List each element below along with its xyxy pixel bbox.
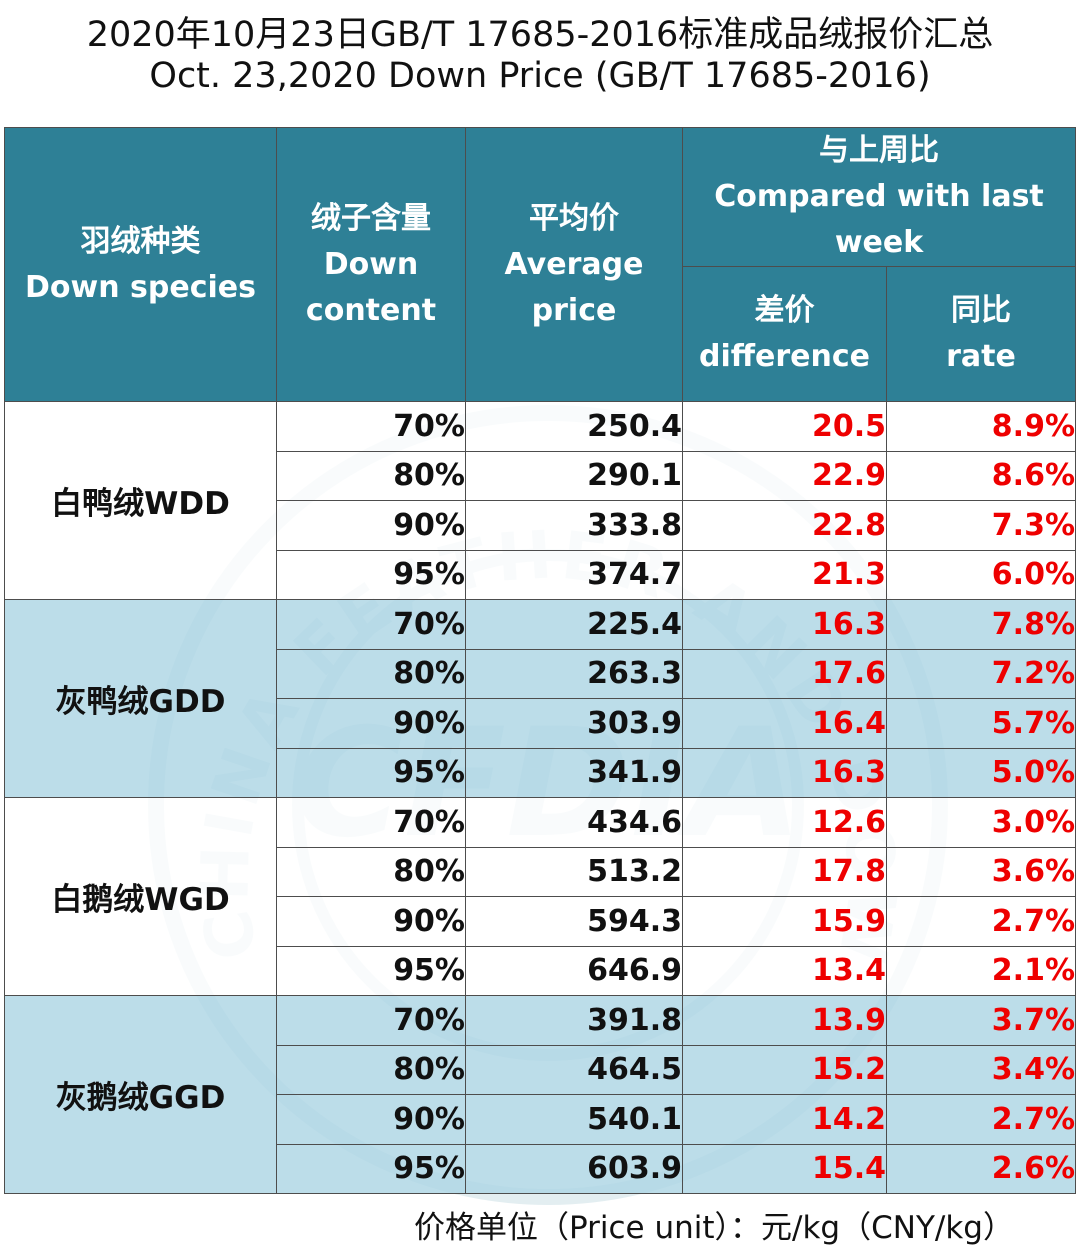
table-row: 95% 341.9 16.3 5.0% <box>5 747 1076 798</box>
rate-cell: 3.7% <box>886 995 1076 1046</box>
average-price-cell: 513.2 <box>465 846 683 897</box>
rate-cell: 6.0% <box>886 549 1076 600</box>
species-cell: 白鸭绒WDD <box>4 401 277 600</box>
table-row: 白鹅绒WGD 70% 434.6 12.6 3.0% <box>4 797 1076 996</box>
rate-cell: 2.7% <box>886 1094 1076 1145</box>
header-difference: 差价 difference <box>682 266 887 402</box>
difference-cell: 17.8 <box>682 846 887 897</box>
table-row: 80% 263.3 17.6 7.2% <box>5 648 1076 699</box>
average-price-cell: 374.7 <box>465 549 683 600</box>
header-species: 羽绒种类 Down species <box>4 127 277 402</box>
difference-cell: 14.2 <box>682 1094 887 1145</box>
price-unit-note: 价格单位（Price unit）：元/kg（CNY/kg） <box>414 1210 1014 1246</box>
rate-cell: 3.0% <box>886 797 1076 848</box>
content-cell: 95% <box>276 549 466 600</box>
difference-cell: 12.6 <box>682 797 887 848</box>
rate-cell: 8.9% <box>886 401 1076 452</box>
down-price-table: 羽绒种类 Down species 绒子含量 Down content 平均价 … <box>4 127 1076 1194</box>
average-price-cell: 225.4 <box>465 599 683 650</box>
table-row: 80% 513.2 17.8 3.6% <box>5 846 1076 897</box>
difference-cell: 22.9 <box>682 450 887 501</box>
table-header: 羽绒种类 Down species 绒子含量 Down content 平均价 … <box>4 127 1076 402</box>
table-row: 95% 374.7 21.3 6.0% <box>5 549 1076 600</box>
content-cell: 70% <box>276 401 466 452</box>
average-price-cell: 594.3 <box>465 896 683 947</box>
difference-cell: 13.9 <box>682 995 887 1046</box>
difference-cell: 15.4 <box>682 1143 887 1194</box>
difference-cell: 17.6 <box>682 648 887 699</box>
rate-cell: 8.6% <box>886 450 1076 501</box>
content-cell: 70% <box>276 599 466 650</box>
difference-cell: 21.3 <box>682 549 887 600</box>
header-average-price: 平均价 Average price <box>465 127 683 402</box>
difference-cell: 16.4 <box>682 698 887 749</box>
table-row: 95% 603.9 15.4 2.6% <box>5 1143 1076 1194</box>
species-cell: 灰鹅绒GGD <box>4 995 277 1194</box>
difference-cell: 16.3 <box>682 747 887 798</box>
table-row: 80% 464.5 15.2 3.4% <box>5 1044 1076 1095</box>
content-cell: 70% <box>276 797 466 848</box>
table-row: 95% 646.9 13.4 2.1% <box>5 945 1076 996</box>
difference-cell: 22.8 <box>682 500 887 551</box>
content-cell: 80% <box>276 648 466 699</box>
table-row: 白鸭绒WDD 70% 250.4 20.5 8.9% <box>4 401 1076 600</box>
content-cell: 70% <box>276 995 466 1046</box>
content-cell: 90% <box>276 500 466 551</box>
rate-cell: 7.3% <box>886 500 1076 551</box>
header-rate: 同比 rate <box>886 266 1076 402</box>
average-price-cell: 303.9 <box>465 698 683 749</box>
average-price-cell: 341.9 <box>465 747 683 798</box>
table-body: 白鸭绒WDD 70% 250.4 20.5 8.9% 80% 290.1 22.9 8.6% 90… <box>4 401 1076 1194</box>
title-chinese: 2020年10月23日GB/T 17685-2016标准成品绒报价汇总 <box>86 15 994 55</box>
rate-cell: 2.1% <box>886 945 1076 996</box>
content-cell: 80% <box>276 450 466 501</box>
average-price-cell: 250.4 <box>465 401 683 452</box>
average-price-cell: 646.9 <box>465 945 683 996</box>
content-cell: 80% <box>276 1044 466 1095</box>
rate-cell: 7.8% <box>886 599 1076 650</box>
table-row: 灰鹅绒GGD 70% 391.8 13.9 3.7% <box>4 995 1076 1194</box>
difference-cell: 15.9 <box>682 896 887 947</box>
average-price-cell: 603.9 <box>465 1143 683 1194</box>
difference-cell: 15.2 <box>682 1044 887 1095</box>
rate-cell: 7.2% <box>886 648 1076 699</box>
average-price-cell: 464.5 <box>465 1044 683 1095</box>
average-price-cell: 434.6 <box>465 797 683 848</box>
species-cell: 灰鸭绒GDD <box>4 599 277 798</box>
header-down-content: 绒子含量 Down content <box>276 127 466 402</box>
table-row: 90% 540.1 14.2 2.7% <box>5 1094 1076 1145</box>
average-price-cell: 263.3 <box>465 648 683 699</box>
content-cell: 95% <box>276 1143 466 1194</box>
header-compared-last-week: 与上周比 Compared with last week <box>682 127 1076 267</box>
content-cell: 90% <box>276 896 466 947</box>
content-cell: 95% <box>276 747 466 798</box>
table-row: 90% 594.3 15.9 2.7% <box>5 896 1076 947</box>
table-row: 灰鸭绒GDD 70% 225.4 16.3 7.8% <box>4 599 1076 798</box>
rate-cell: 3.4% <box>886 1044 1076 1095</box>
rate-cell: 5.7% <box>886 698 1076 749</box>
rate-cell: 2.7% <box>886 896 1076 947</box>
difference-cell: 16.3 <box>682 599 887 650</box>
difference-cell: 13.4 <box>682 945 887 996</box>
average-price-cell: 290.1 <box>465 450 683 501</box>
average-price-cell: 391.8 <box>465 995 683 1046</box>
title-english: Oct. 23,2020 Down Price (GB/T 17685-2016… <box>149 56 931 96</box>
rate-cell: 2.6% <box>886 1143 1076 1194</box>
rate-cell: 5.0% <box>886 747 1076 798</box>
content-cell: 90% <box>276 1094 466 1145</box>
difference-cell: 20.5 <box>682 401 887 452</box>
species-cell: 白鹅绒WGD <box>4 797 277 996</box>
content-cell: 95% <box>276 945 466 996</box>
rate-cell: 3.6% <box>886 846 1076 897</box>
average-price-cell: 540.1 <box>465 1094 683 1145</box>
average-price-cell: 333.8 <box>465 500 683 551</box>
content-cell: 90% <box>276 698 466 749</box>
content-cell: 80% <box>276 846 466 897</box>
